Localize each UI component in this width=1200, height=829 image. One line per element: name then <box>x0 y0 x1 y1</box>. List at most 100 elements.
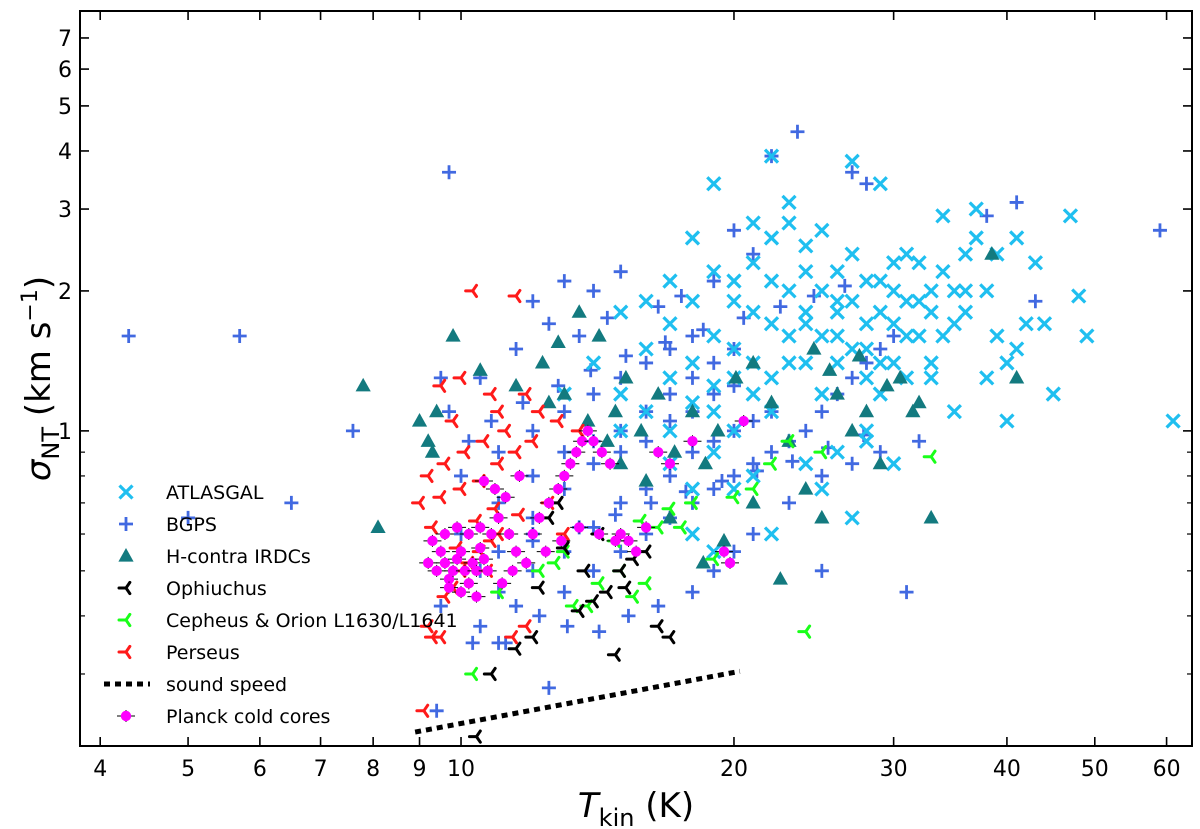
data-point <box>618 369 634 384</box>
data-point <box>798 480 814 495</box>
data-point <box>683 495 698 510</box>
data-point <box>706 176 722 192</box>
legend-item-hcontra: H-contra IRDCs <box>118 546 311 568</box>
data-point <box>858 370 875 386</box>
data-point <box>662 414 677 429</box>
y-tick-label: 2 <box>58 280 72 305</box>
data-point <box>415 703 430 718</box>
data-point <box>814 404 829 419</box>
data-point <box>746 247 761 262</box>
sound-speed-line <box>414 668 741 735</box>
data-point <box>922 449 937 464</box>
data-point <box>697 455 713 470</box>
data-point <box>578 424 597 437</box>
data-point <box>935 264 951 280</box>
data-point <box>524 434 539 449</box>
data-point <box>764 445 779 460</box>
data-point <box>684 293 701 309</box>
legend-swatch <box>117 580 132 596</box>
data-point <box>1009 369 1025 384</box>
data-point <box>472 362 488 376</box>
data-point <box>496 491 515 504</box>
data-point <box>608 507 623 522</box>
x-tick-label: 10 <box>447 757 475 782</box>
x-tick-label: 9 <box>413 757 427 782</box>
data-point <box>509 342 524 357</box>
x-tick-label: 5 <box>181 757 195 782</box>
data-point <box>621 608 636 623</box>
y-tick-label: 3 <box>58 198 72 223</box>
data-point <box>763 456 777 471</box>
data-point <box>570 603 585 619</box>
data-point <box>419 556 438 569</box>
x-axis-title: Tkin (K) <box>578 786 694 829</box>
data-point <box>844 246 860 262</box>
data-point <box>725 490 740 505</box>
data-point <box>899 585 914 600</box>
data-point <box>1028 294 1043 309</box>
data-point <box>886 328 901 343</box>
data-point <box>726 293 742 309</box>
x-tick-label: 7 <box>314 757 328 782</box>
data-point <box>345 423 360 438</box>
data-point <box>452 481 467 497</box>
data-point <box>763 526 780 542</box>
legend-item-atlasgal: ATLASGAL <box>118 482 264 504</box>
data-point <box>781 283 797 299</box>
data-point <box>419 619 434 634</box>
data-point <box>474 475 493 488</box>
data-point <box>886 316 902 332</box>
data-point <box>984 246 1000 260</box>
data-point <box>781 328 797 344</box>
data-point <box>814 222 830 238</box>
data-point <box>685 585 700 600</box>
data-point <box>561 457 580 470</box>
data-point <box>858 403 875 418</box>
data-point <box>459 577 478 590</box>
data-point <box>420 433 436 447</box>
data-point <box>763 273 780 289</box>
data-point <box>448 521 467 534</box>
data-point <box>557 585 572 600</box>
data-point <box>530 404 545 419</box>
data-point <box>490 404 504 419</box>
data-point <box>586 520 601 535</box>
data-point <box>580 413 596 427</box>
data-point <box>979 283 995 299</box>
data-point <box>822 362 838 376</box>
data-point <box>923 509 939 524</box>
data-point <box>507 445 522 460</box>
data-point <box>666 444 683 458</box>
data-point <box>517 386 532 402</box>
data-point <box>536 545 555 558</box>
data-point <box>662 468 677 483</box>
y-tick-label: 4 <box>58 140 72 165</box>
data-point <box>844 293 860 309</box>
data-point <box>590 528 609 541</box>
data-point <box>419 468 434 484</box>
data-point <box>798 264 814 280</box>
data-point <box>435 528 454 541</box>
data-point <box>872 273 888 289</box>
data-point <box>475 434 490 449</box>
data-point <box>284 495 299 510</box>
data-point <box>814 468 829 483</box>
data-point <box>592 624 607 639</box>
data-point <box>706 563 721 578</box>
data-point <box>523 528 542 541</box>
data-point <box>639 355 654 370</box>
data-point <box>912 434 927 449</box>
data-point <box>745 304 761 320</box>
x-tick-label: 40 <box>993 757 1021 782</box>
legend-label: sound speed <box>166 674 287 696</box>
data-point <box>637 576 652 591</box>
data-point <box>534 354 551 369</box>
data-point <box>510 469 529 482</box>
series-planck-cold-cores <box>419 415 753 603</box>
data-point <box>530 563 545 578</box>
data-point <box>612 563 627 578</box>
data-point <box>726 481 742 497</box>
data-point <box>726 423 742 439</box>
data-point <box>411 495 425 510</box>
legend-item-planck: Planck cold cores <box>117 706 330 728</box>
